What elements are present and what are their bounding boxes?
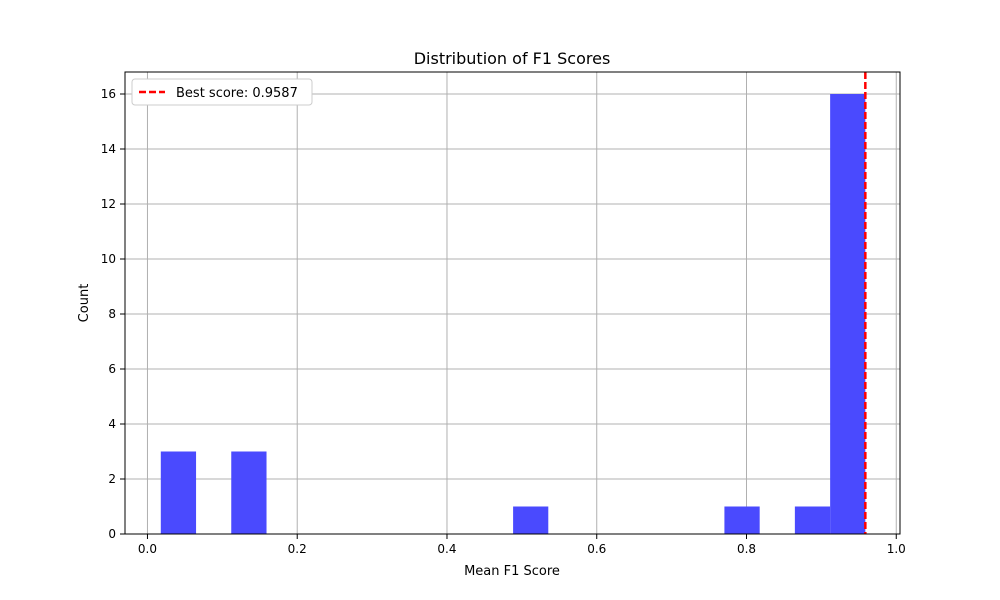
legend: Best score: 0.9587 bbox=[131, 78, 313, 106]
histogram-bar-0 bbox=[160, 451, 197, 534]
y-axis-label: Count bbox=[77, 284, 92, 323]
histogram-bar-3 bbox=[724, 506, 760, 534]
x-axis-ticks: 0.0 0.2 0.4 0.6 0.8 1.0 bbox=[138, 534, 906, 556]
histogram-bar-5 bbox=[830, 94, 866, 534]
histogram-bars bbox=[160, 94, 866, 534]
x-tick-label-4: 0.8 bbox=[737, 542, 756, 556]
x-tick-label-1: 0.2 bbox=[288, 542, 307, 556]
histogram-bar-2 bbox=[513, 506, 549, 534]
histogram-bar-4 bbox=[794, 506, 831, 534]
y-tick-label-7: 14 bbox=[101, 142, 116, 156]
x-tick-label-3: 0.6 bbox=[587, 542, 606, 556]
y-axis-ticks: 0 2 4 6 8 10 12 14 16 bbox=[101, 87, 125, 541]
x-axis-label: Mean F1 Score bbox=[464, 564, 560, 579]
y-tick-label-5: 10 bbox=[101, 252, 116, 266]
y-tick-label-0: 0 bbox=[108, 527, 116, 541]
x-tick-label-2: 0.4 bbox=[437, 542, 456, 556]
chart-title: Distribution of F1 Scores bbox=[414, 49, 611, 68]
x-tick-label-0: 0.0 bbox=[138, 542, 157, 556]
y-tick-label-4: 8 bbox=[108, 307, 116, 321]
legend-box bbox=[131, 78, 313, 106]
legend-entry-best-score: Best score: 0.9587 bbox=[176, 86, 298, 101]
plot-frame bbox=[124, 71, 901, 535]
y-tick-label-6: 12 bbox=[101, 197, 116, 211]
x-tick-label-5: 1.0 bbox=[887, 542, 906, 556]
y-tick-label-1: 2 bbox=[108, 472, 116, 486]
y-tick-label-2: 4 bbox=[108, 417, 116, 431]
y-tick-label-3: 6 bbox=[108, 362, 116, 376]
histogram-bar-1 bbox=[231, 451, 267, 534]
y-tick-label-8: 16 bbox=[101, 87, 116, 101]
